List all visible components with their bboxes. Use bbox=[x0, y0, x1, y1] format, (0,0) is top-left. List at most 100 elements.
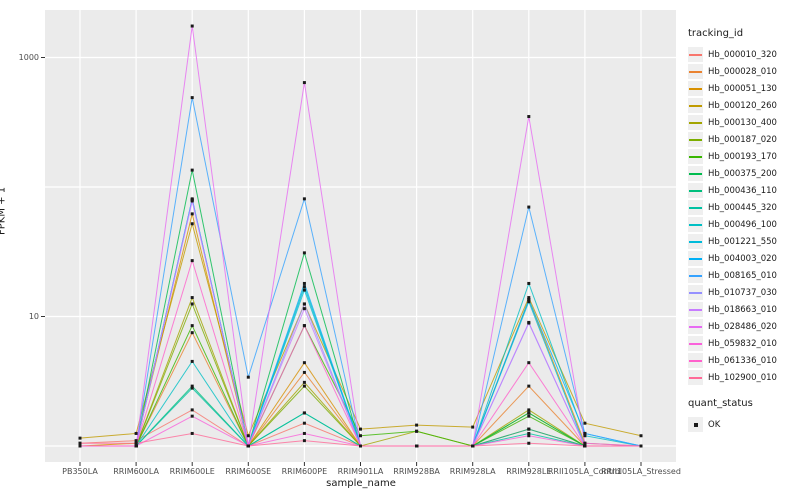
data-point[interactable] bbox=[639, 434, 643, 438]
data-point[interactable] bbox=[583, 431, 587, 435]
data-point[interactable] bbox=[471, 444, 475, 448]
data-point[interactable] bbox=[190, 24, 194, 28]
data-point[interactable] bbox=[302, 384, 306, 388]
data-point[interactable] bbox=[302, 324, 306, 328]
data-point[interactable] bbox=[302, 302, 306, 306]
data-point[interactable] bbox=[190, 96, 194, 100]
legend-item-label: OK bbox=[708, 419, 721, 430]
data-point[interactable] bbox=[190, 222, 194, 226]
data-point[interactable] bbox=[302, 431, 306, 435]
legend-item-Hb_000193_170[interactable]: Hb_000193_170 bbox=[688, 148, 798, 165]
data-point[interactable] bbox=[246, 444, 250, 448]
data-point[interactable] bbox=[527, 414, 531, 418]
data-point[interactable] bbox=[134, 444, 138, 448]
x-tick-label-RRII105LA_Stressed: RRII105LA_Stressed bbox=[601, 467, 681, 476]
data-point[interactable] bbox=[527, 300, 531, 304]
data-point[interactable] bbox=[639, 444, 643, 448]
data-point[interactable] bbox=[415, 423, 419, 427]
data-point[interactable] bbox=[190, 331, 194, 335]
data-point[interactable] bbox=[190, 212, 194, 216]
data-point[interactable] bbox=[190, 302, 194, 306]
data-point[interactable] bbox=[302, 370, 306, 374]
legend-item-Hb_000436_110[interactable]: Hb_000436_110 bbox=[688, 182, 798, 199]
data-point[interactable] bbox=[302, 307, 306, 311]
data-point[interactable] bbox=[527, 434, 531, 438]
data-point[interactable] bbox=[302, 288, 306, 292]
legend-item-Hb_000028_010[interactable]: Hb_000028_010 bbox=[688, 63, 798, 80]
data-point[interactable] bbox=[302, 285, 306, 289]
data-point[interactable] bbox=[583, 421, 587, 425]
data-point[interactable] bbox=[78, 441, 82, 445]
data-point[interactable] bbox=[190, 259, 194, 263]
data-point[interactable] bbox=[583, 434, 587, 438]
data-point[interactable] bbox=[190, 431, 194, 435]
legend-item-Hb_000445_320[interactable]: Hb_000445_320 bbox=[688, 199, 798, 216]
legend-item-Hb_010737_030[interactable]: Hb_010737_030 bbox=[688, 284, 798, 301]
legend-item-label: Hb_000130_400 bbox=[708, 117, 777, 128]
legend-item-Hb_000496_100[interactable]: Hb_000496_100 bbox=[688, 216, 798, 233]
legend-item-Hb_008165_010[interactable]: Hb_008165_010 bbox=[688, 267, 798, 284]
data-point[interactable] bbox=[471, 425, 475, 429]
data-point[interactable] bbox=[190, 359, 194, 363]
legend-item-Hb_000187_020[interactable]: Hb_000187_020 bbox=[688, 131, 798, 148]
data-point[interactable] bbox=[78, 444, 82, 448]
data-point[interactable] bbox=[302, 361, 306, 365]
data-point[interactable] bbox=[527, 281, 531, 285]
data-point[interactable] bbox=[527, 298, 531, 302]
data-point[interactable] bbox=[134, 439, 138, 443]
data-point[interactable] bbox=[190, 324, 194, 328]
legend-item-Hb_018663_010[interactable]: Hb_018663_010 bbox=[688, 301, 798, 318]
data-point[interactable] bbox=[190, 168, 194, 172]
legend-item-Hb_004003_020[interactable]: Hb_004003_020 bbox=[688, 250, 798, 267]
legend-item-label: Hb_008165_010 bbox=[708, 270, 777, 281]
data-point[interactable] bbox=[527, 205, 531, 209]
data-point[interactable] bbox=[527, 408, 531, 412]
legend-item-Hb_102900_010[interactable]: Hb_102900_010 bbox=[688, 369, 798, 386]
data-point[interactable] bbox=[527, 384, 531, 388]
data-point[interactable] bbox=[302, 380, 306, 384]
data-point[interactable] bbox=[190, 384, 194, 388]
data-point[interactable] bbox=[359, 434, 362, 438]
data-point[interactable] bbox=[415, 429, 419, 433]
data-point[interactable] bbox=[302, 411, 306, 415]
data-point[interactable] bbox=[190, 296, 194, 300]
legend-item-Hb_000051_130[interactable]: Hb_000051_130 bbox=[688, 80, 798, 97]
data-point[interactable] bbox=[190, 408, 194, 412]
data-point[interactable] bbox=[134, 431, 138, 435]
legend-item-Hb_000375_200[interactable]: Hb_000375_200 bbox=[688, 165, 798, 182]
data-point[interactable] bbox=[527, 411, 531, 415]
data-point[interactable] bbox=[527, 115, 531, 119]
legend-item-quant-ok[interactable]: OK bbox=[688, 416, 798, 433]
data-point[interactable] bbox=[246, 375, 250, 379]
data-point[interactable] bbox=[415, 444, 419, 448]
data-point[interactable] bbox=[583, 444, 587, 448]
data-point[interactable] bbox=[359, 444, 362, 448]
data-point[interactable] bbox=[527, 296, 531, 300]
legend-item-Hb_000130_400[interactable]: Hb_000130_400 bbox=[688, 114, 798, 131]
data-point[interactable] bbox=[359, 427, 362, 431]
legend-item-Hb_001221_550[interactable]: Hb_001221_550 bbox=[688, 233, 798, 250]
data-point[interactable] bbox=[527, 361, 531, 365]
data-point[interactable] bbox=[302, 421, 306, 425]
legend-item-Hb_028486_020[interactable]: Hb_028486_020 bbox=[688, 318, 798, 335]
data-point[interactable] bbox=[78, 436, 82, 440]
data-point[interactable] bbox=[302, 81, 306, 85]
data-point[interactable] bbox=[583, 441, 587, 445]
data-point[interactable] bbox=[190, 414, 194, 418]
legend-item-Hb_061336_010[interactable]: Hb_061336_010 bbox=[688, 352, 798, 369]
data-point[interactable] bbox=[527, 320, 531, 324]
data-point[interactable] bbox=[190, 386, 194, 390]
data-point[interactable] bbox=[302, 439, 306, 443]
data-point[interactable] bbox=[302, 281, 306, 285]
data-point[interactable] bbox=[527, 441, 531, 445]
data-point[interactable] bbox=[190, 199, 194, 203]
legend-item-Hb_000120_260[interactable]: Hb_000120_260 bbox=[688, 97, 798, 114]
legend-item-Hb_000010_320[interactable]: Hb_000010_320 bbox=[688, 46, 798, 63]
data-point[interactable] bbox=[302, 197, 306, 201]
data-point[interactable] bbox=[527, 431, 531, 435]
data-point[interactable] bbox=[302, 251, 306, 255]
data-point[interactable] bbox=[246, 434, 250, 438]
data-point[interactable] bbox=[527, 427, 531, 431]
legend-item-Hb_059832_010[interactable]: Hb_059832_010 bbox=[688, 335, 798, 352]
data-point[interactable] bbox=[134, 441, 138, 445]
